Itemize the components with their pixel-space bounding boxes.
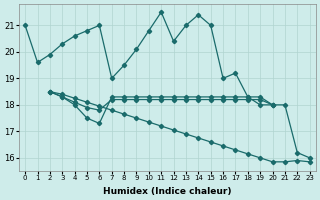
X-axis label: Humidex (Indice chaleur): Humidex (Indice chaleur)	[103, 187, 232, 196]
